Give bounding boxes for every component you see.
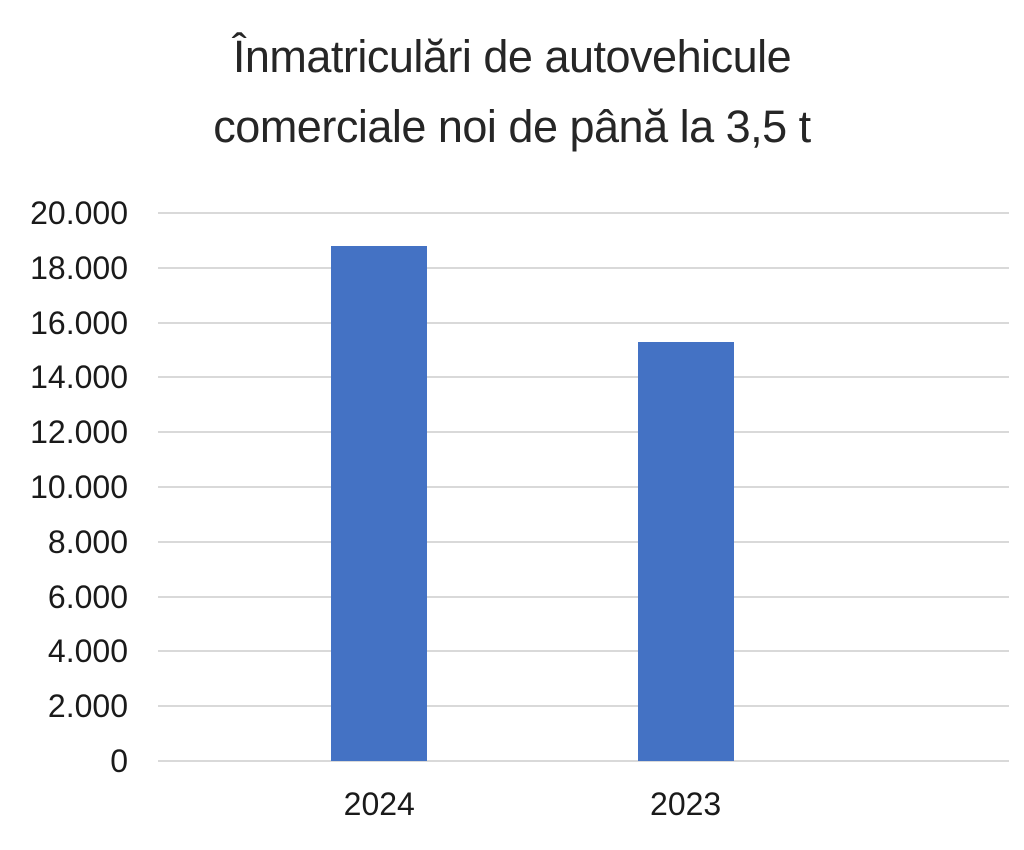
gridline <box>158 212 1009 214</box>
gridline <box>158 595 1009 598</box>
y-tick-label: 18.000 <box>30 249 128 286</box>
y-tick-label: 16.000 <box>30 304 128 341</box>
y-tick-label: 8.000 <box>47 523 128 560</box>
chart-title-line-1: Înmatriculări de autovehicule <box>232 31 792 82</box>
chart-title: Înmatriculări de autovehicule comerciale… <box>0 22 1024 162</box>
x-axis-baseline <box>158 760 1009 762</box>
gridline <box>158 266 1009 269</box>
gridline <box>158 540 1009 543</box>
gridline <box>158 486 1009 488</box>
y-tick-label: 0 <box>110 743 128 779</box>
y-tick-label: 4.000 <box>47 633 128 670</box>
x-tick-label: 2023 <box>650 786 722 822</box>
y-tick-label: 20.000 <box>30 195 128 231</box>
bar-2023 <box>637 341 734 761</box>
gridline <box>158 705 1009 708</box>
y-tick-label: 2.000 <box>47 688 128 725</box>
x-tick-label: 2024 <box>343 786 415 822</box>
chart-title-line-2: comerciale noi de până la 3,5 t <box>213 101 811 152</box>
gridline <box>158 431 1009 434</box>
gridline <box>158 376 1009 379</box>
y-tick-label: 6.000 <box>47 578 128 615</box>
plot-area <box>158 212 1009 762</box>
y-tick-label: 12.000 <box>30 414 128 451</box>
gridline <box>158 650 1009 653</box>
gridline <box>158 321 1009 324</box>
y-tick-label: 10.000 <box>30 469 128 505</box>
y-tick-label: 14.000 <box>30 359 128 396</box>
bar-2024 <box>331 245 428 761</box>
